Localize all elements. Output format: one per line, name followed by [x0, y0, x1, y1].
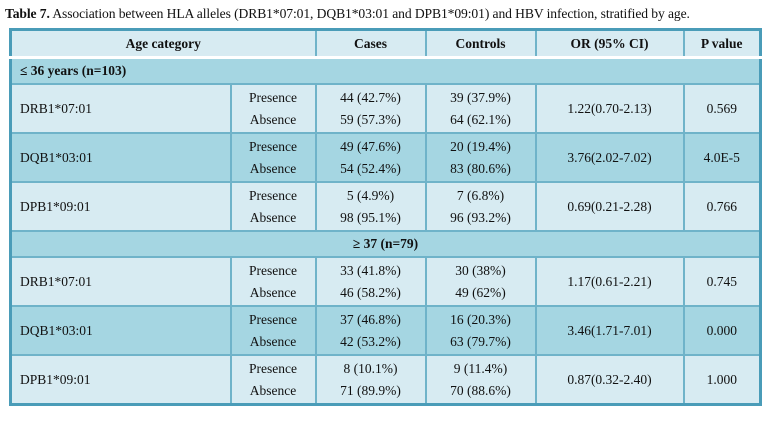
- status-presence: Presence: [249, 89, 297, 105]
- allele-cell: DPB1*09:01: [9, 354, 232, 406]
- table-row: DPB1*09:01 Presence Absence 8 (10.1%) 71…: [9, 354, 762, 406]
- allele-cell: DQB1*03:01: [9, 132, 232, 184]
- cases-cell: 44 (42.7%) 59 (57.3%): [314, 83, 427, 135]
- or-ci-cell: 1.22(0.70-2.13): [534, 83, 685, 135]
- controls-cell: 30 (38%) 49 (62%): [424, 256, 537, 308]
- controls-cell: 9 (11.4%) 70 (88.6%): [424, 354, 537, 406]
- cases-absence-value: 46 (58.2%): [340, 284, 401, 300]
- status-absence: Absence: [249, 382, 297, 398]
- status-cell: Presence Absence: [229, 256, 317, 308]
- allele-cell: DRB1*07:01: [9, 256, 232, 308]
- p-value-cell: 4.0E-5: [682, 132, 762, 184]
- cases-absence-value: 59 (57.3%): [340, 111, 401, 127]
- hla-association-table: Age category Cases Controls OR (95% CI) …: [9, 28, 762, 407]
- cases-presence-value: 33 (41.8%): [340, 262, 401, 278]
- allele-cell: DPB1*09:01: [9, 181, 232, 233]
- controls-cell: 16 (20.3%) 63 (79.7%): [424, 305, 537, 357]
- p-value-cell: 0.000: [682, 305, 762, 357]
- table-row: DPB1*09:01 Presence Absence 5 (4.9%) 98 …: [9, 181, 762, 233]
- allele-cell: DRB1*07:01: [9, 83, 232, 135]
- or-ci-cell: 3.76(2.02-7.02): [534, 132, 685, 184]
- controls-presence-value: 9 (11.4%): [453, 360, 508, 376]
- cases-absence-value: 54 (52.4%): [340, 160, 401, 176]
- cases-presence-value: 5 (4.9%): [346, 187, 395, 203]
- p-value-cell: 1.000: [682, 354, 762, 406]
- status-presence: Presence: [249, 311, 297, 327]
- controls-absence-value: 70 (88.6%): [450, 382, 511, 398]
- allele-cell: DQB1*03:01: [9, 305, 232, 357]
- section-row-37-and-over: ≥ 37 (n=79): [9, 230, 762, 259]
- controls-presence-value: 7 (6.8%): [456, 187, 505, 203]
- status-absence: Absence: [249, 333, 297, 349]
- controls-cell: 7 (6.8%) 96 (93.2%): [424, 181, 537, 233]
- cases-presence-value: 49 (47.6%): [340, 138, 401, 154]
- controls-presence-value: 39 (37.9%): [450, 89, 511, 105]
- cases-absence-value: 71 (89.9%): [340, 382, 401, 398]
- cases-cell: 8 (10.1%) 71 (89.9%): [314, 354, 427, 406]
- or-ci-cell: 1.17(0.61-2.21): [534, 256, 685, 308]
- status-presence: Presence: [249, 360, 297, 376]
- header-controls: Controls: [424, 28, 537, 60]
- or-ci-cell: 0.69(0.21-2.28): [534, 181, 685, 233]
- table-caption-number: Table 7.: [5, 6, 50, 21]
- status-absence: Absence: [249, 111, 297, 127]
- table-row: DRB1*07:01 Presence Absence 33 (41.8%) 4…: [9, 256, 762, 308]
- controls-absence-value: 49 (62%): [455, 284, 506, 300]
- status-cell: Presence Absence: [229, 132, 317, 184]
- table-row: DRB1*07:01 Presence Absence 44 (42.7%) 5…: [9, 83, 762, 135]
- p-value-cell: 0.569: [682, 83, 762, 135]
- cases-cell: 33 (41.8%) 46 (58.2%): [314, 256, 427, 308]
- header-cases: Cases: [314, 28, 427, 60]
- cases-cell: 5 (4.9%) 98 (95.1%): [314, 181, 427, 233]
- status-presence: Presence: [249, 138, 297, 154]
- controls-cell: 20 (19.4%) 83 (80.6%): [424, 132, 537, 184]
- cases-absence-value: 98 (95.1%): [340, 209, 401, 225]
- status-absence: Absence: [249, 284, 297, 300]
- controls-cell: 39 (37.9%) 64 (62.1%): [424, 83, 537, 135]
- table-row: DQB1*03:01 Presence Absence 37 (46.8%) 4…: [9, 305, 762, 357]
- controls-presence-value: 20 (19.4%): [450, 138, 511, 154]
- controls-presence-value: 30 (38%): [455, 262, 506, 278]
- cases-cell: 49 (47.6%) 54 (52.4%): [314, 132, 427, 184]
- status-absence: Absence: [249, 209, 297, 225]
- status-presence: Presence: [249, 187, 297, 203]
- section-label: ≤ 36 years (n=103): [9, 56, 762, 86]
- header-age-category: Age category: [9, 28, 317, 60]
- controls-absence-value: 96 (93.2%): [450, 209, 511, 225]
- or-ci-cell: 3.46(1.71-7.01): [534, 305, 685, 357]
- controls-absence-value: 64 (62.1%): [450, 111, 511, 127]
- cases-presence-value: 8 (10.1%): [343, 360, 398, 376]
- controls-absence-value: 63 (79.7%): [450, 333, 511, 349]
- cases-presence-value: 37 (46.8%): [340, 311, 401, 327]
- status-presence: Presence: [249, 262, 297, 278]
- section-row-under-36: ≤ 36 years (n=103): [9, 56, 762, 86]
- controls-presence-value: 16 (20.3%): [450, 311, 511, 327]
- header-row: Age category Cases Controls OR (95% CI) …: [9, 28, 762, 60]
- or-ci-cell: 0.87(0.32-2.40): [534, 354, 685, 406]
- cases-cell: 37 (46.8%) 42 (53.2%): [314, 305, 427, 357]
- cases-presence-value: 44 (42.7%): [340, 89, 401, 105]
- p-value-cell: 0.745: [682, 256, 762, 308]
- status-cell: Presence Absence: [229, 181, 317, 233]
- cases-absence-value: 42 (53.2%): [340, 333, 401, 349]
- status-cell: Presence Absence: [229, 305, 317, 357]
- status-absence: Absence: [249, 160, 297, 176]
- header-or-ci: OR (95% CI): [534, 28, 685, 60]
- p-value-cell: 0.766: [682, 181, 762, 233]
- table-caption: Table 7. Association between HLA alleles…: [5, 4, 771, 23]
- table-row: DQB1*03:01 Presence Absence 49 (47.6%) 5…: [9, 132, 762, 184]
- header-p-value: P value: [682, 28, 762, 60]
- status-cell: Presence Absence: [229, 354, 317, 406]
- status-cell: Presence Absence: [229, 83, 317, 135]
- controls-absence-value: 83 (80.6%): [450, 160, 511, 176]
- table-caption-text: Association between HLA alleles (DRB1*07…: [49, 6, 690, 21]
- section-label: ≥ 37 (n=79): [9, 230, 762, 259]
